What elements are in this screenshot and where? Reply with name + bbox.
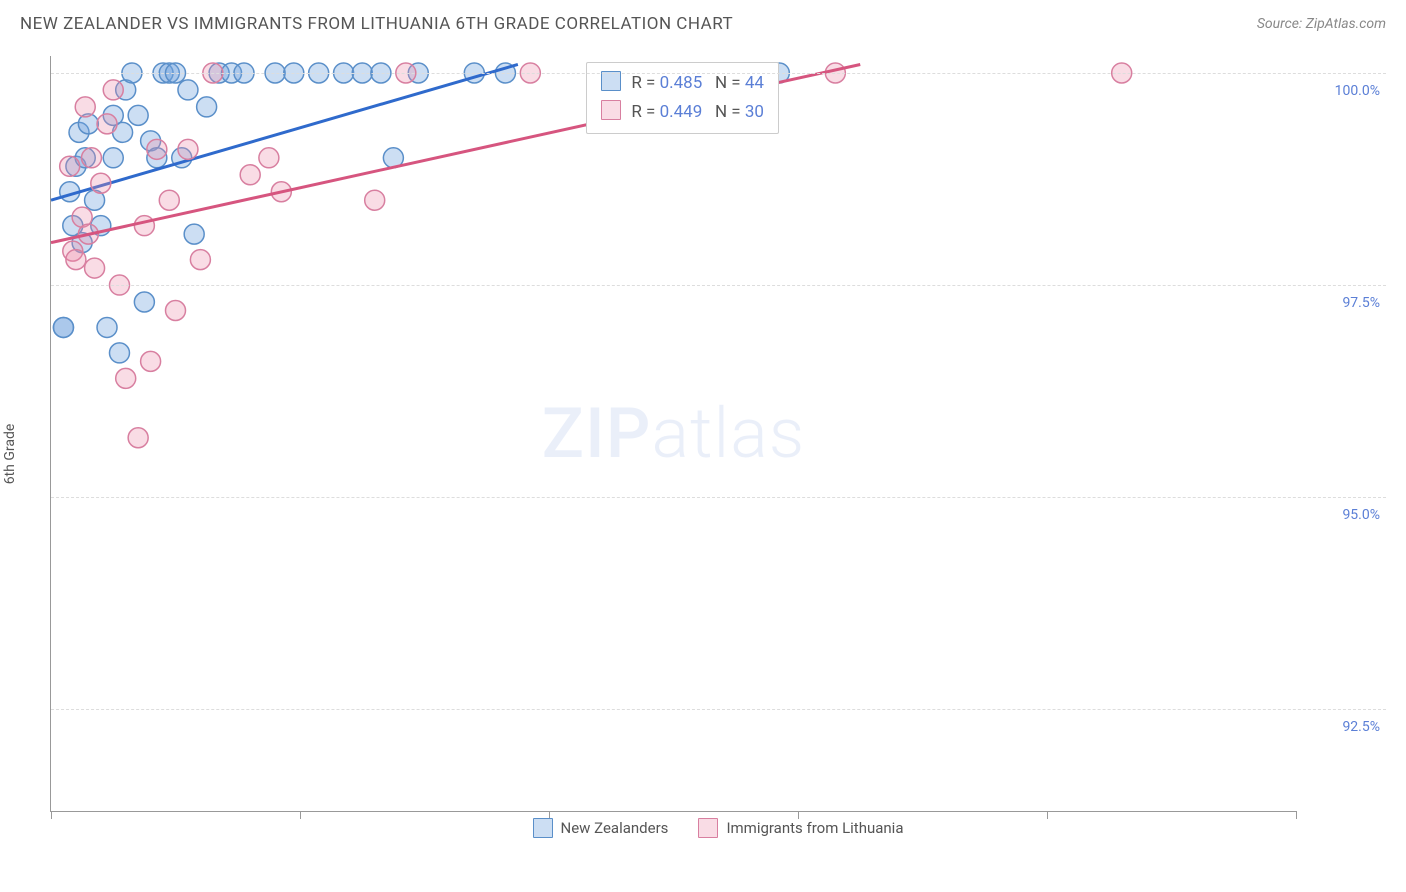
y-axis-label: 6th Grade	[2, 424, 18, 485]
scatter-point	[66, 250, 86, 270]
scatter-point	[178, 139, 198, 159]
legend-item-new-zealanders: New Zealanders	[533, 818, 669, 838]
chart-area: ZIPatlas R = 0.485 N = 44R = 0.449 N = 3…	[50, 56, 1386, 842]
chart-source: Source: ZipAtlas.com	[1257, 16, 1386, 32]
scatter-point	[166, 300, 186, 320]
scatter-point	[128, 428, 148, 448]
scatter-point	[97, 114, 117, 134]
scatter-point	[103, 148, 123, 168]
scatter-point	[128, 105, 148, 125]
scatter-point	[184, 224, 204, 244]
scatter-point	[190, 250, 210, 270]
bottom-legend: New Zealanders Immigrants from Lithuania	[50, 818, 1386, 838]
scatter-point	[60, 156, 80, 176]
scatter-point	[197, 97, 217, 117]
scatter-point	[97, 317, 117, 337]
scatter-point	[365, 190, 385, 210]
scatter-point	[178, 80, 198, 100]
chart-title: NEW ZEALANDER VS IMMIGRANTS FROM LITHUAN…	[20, 14, 733, 34]
scatter-point	[109, 343, 129, 363]
scatter-point	[147, 139, 167, 159]
legend-swatch-icon	[533, 818, 553, 838]
legend-swatch-icon	[601, 71, 621, 91]
legend-swatch-icon	[601, 100, 621, 120]
scatter-point	[81, 148, 101, 168]
scatter-point	[134, 292, 154, 312]
chart-header: NEW ZEALANDER VS IMMIGRANTS FROM LITHUAN…	[0, 0, 1406, 44]
plot-svg	[51, 56, 1296, 811]
scatter-point	[259, 148, 279, 168]
scatter-point	[141, 351, 161, 371]
legend-label: New Zealanders	[561, 819, 669, 837]
y-tick-label: 100.0%	[1335, 83, 1380, 99]
scatter-point	[75, 97, 95, 117]
scatter-point	[53, 317, 73, 337]
legend-label: Immigrants from Lithuania	[726, 819, 903, 837]
legend-swatch-icon	[698, 818, 718, 838]
y-tick-label: 97.5%	[1342, 295, 1380, 311]
legend-item-lithuania: Immigrants from Lithuania	[698, 818, 903, 838]
scatter-point	[85, 258, 105, 278]
scatter-point	[159, 190, 179, 210]
y-tick-label: 92.5%	[1342, 719, 1380, 735]
scatter-point	[116, 368, 136, 388]
scatter-point	[240, 165, 260, 185]
scatter-point	[134, 216, 154, 236]
scatter-point	[103, 80, 123, 100]
y-tick-label: 95.0%	[1342, 507, 1380, 523]
plot-region: ZIPatlas R = 0.485 N = 44R = 0.449 N = 3…	[50, 56, 1296, 812]
scatter-point	[91, 173, 111, 193]
stats-row: R = 0.449 N = 30	[601, 98, 764, 127]
